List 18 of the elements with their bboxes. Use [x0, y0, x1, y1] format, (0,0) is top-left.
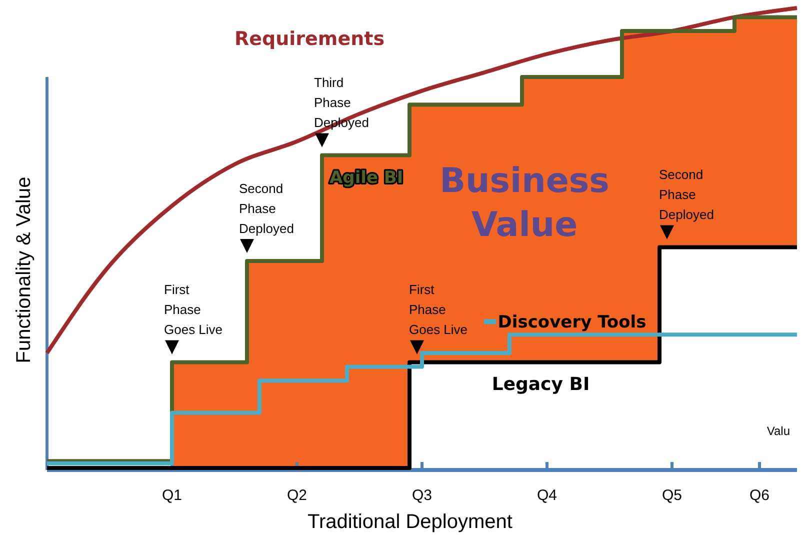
y-axis-title: Functionality & Value	[13, 176, 35, 364]
annotation: First Phase Goes Live	[164, 282, 223, 338]
annotation: Valu	[766, 424, 790, 438]
x-tick-label: Q5	[662, 487, 682, 504]
annotation: First Phase Goes Live	[409, 282, 468, 338]
text: Requirements	[234, 28, 385, 50]
annotation: Second Phase Deployed	[659, 167, 714, 222]
series-label: Agile BI	[330, 168, 404, 188]
x-tick-label: Q1	[162, 487, 182, 504]
legend-label: Discovery Tools	[498, 312, 646, 333]
x-tick-label: Q3	[412, 487, 432, 504]
x-axis-title: Traditional Deployment	[308, 511, 513, 533]
annotation: Second Phase Deployed	[239, 181, 294, 236]
x-tick-label: Q6	[749, 487, 770, 504]
x-tick-label: Q4	[536, 487, 558, 504]
series-label: Legacy BI	[492, 374, 590, 395]
x-tick-label: Q2	[286, 487, 308, 504]
series-label: Business Value	[440, 161, 610, 246]
